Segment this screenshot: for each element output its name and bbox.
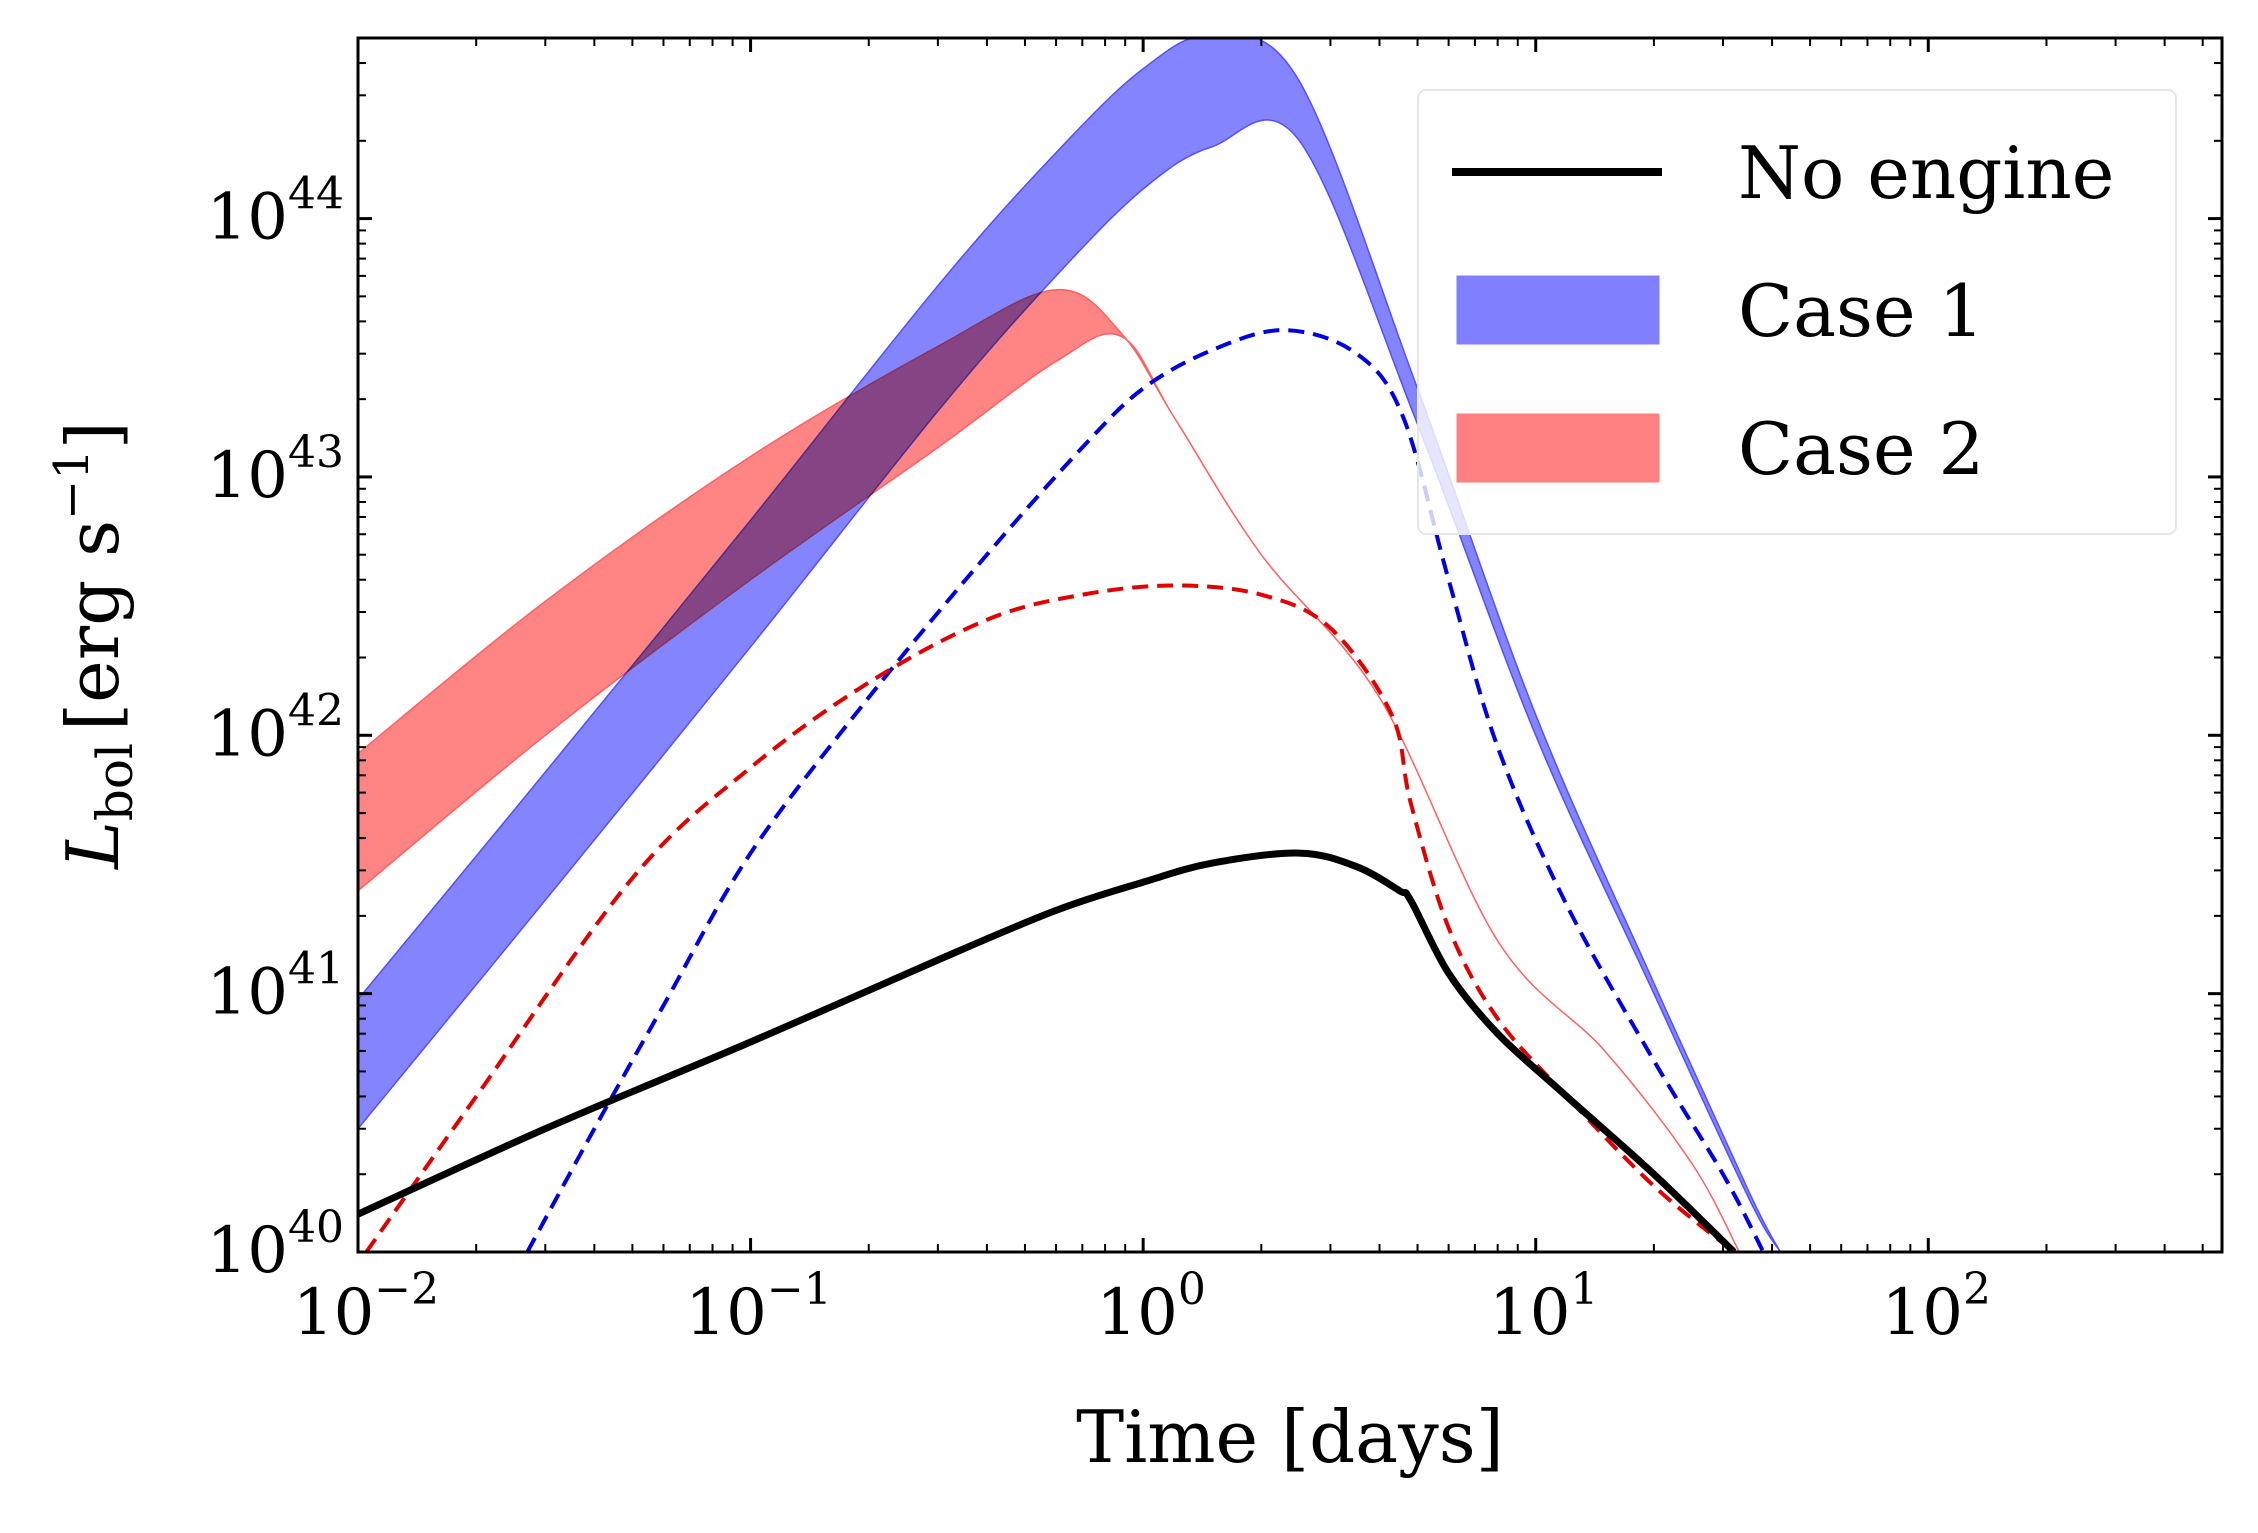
legend-label: Case 1 — [1738, 269, 1984, 353]
labels-layer: 10−2 10−1 100 101 102 1040 1041 1042 1043 1044 Tim… — [44, 169, 1991, 1479]
y-tick-label: 1042 — [207, 685, 344, 771]
line-case-1-dashed — [525, 328, 1766, 1252]
x-axis-label: Time [days] — [1076, 1395, 1504, 1479]
y-tick-label: 1040 — [207, 1202, 344, 1288]
legend: No engine Case 1 Case 2 — [1417, 89, 2177, 535]
y-tick-label: 1043 — [207, 427, 344, 513]
y-tick-label: 1041 — [207, 944, 344, 1030]
x-tick-label: 100 — [1096, 1264, 1205, 1350]
series-layer — [358, 38, 1782, 1252]
line-case-2-dashed — [364, 583, 1736, 1252]
x-tick-label: 102 — [1882, 1264, 1991, 1350]
x-tick-label: 10−1 — [685, 1264, 831, 1350]
plot-frame — [356, 36, 2224, 1254]
x-tick-label: 101 — [1489, 1264, 1598, 1350]
y-tick-label: 1044 — [207, 169, 344, 255]
legend-swatch-case-2 — [1456, 413, 1660, 483]
band-case-2 — [358, 289, 1740, 1252]
legend-label: Case 2 — [1738, 407, 1984, 491]
y-axis-label: Lbol[erg s−1] — [44, 421, 144, 871]
line-no-engine — [358, 849, 1737, 1252]
x-tick-label: 10−2 — [293, 1264, 439, 1350]
legend-label: No engine — [1738, 131, 2114, 215]
legend-swatch-case-1 — [1456, 275, 1660, 345]
